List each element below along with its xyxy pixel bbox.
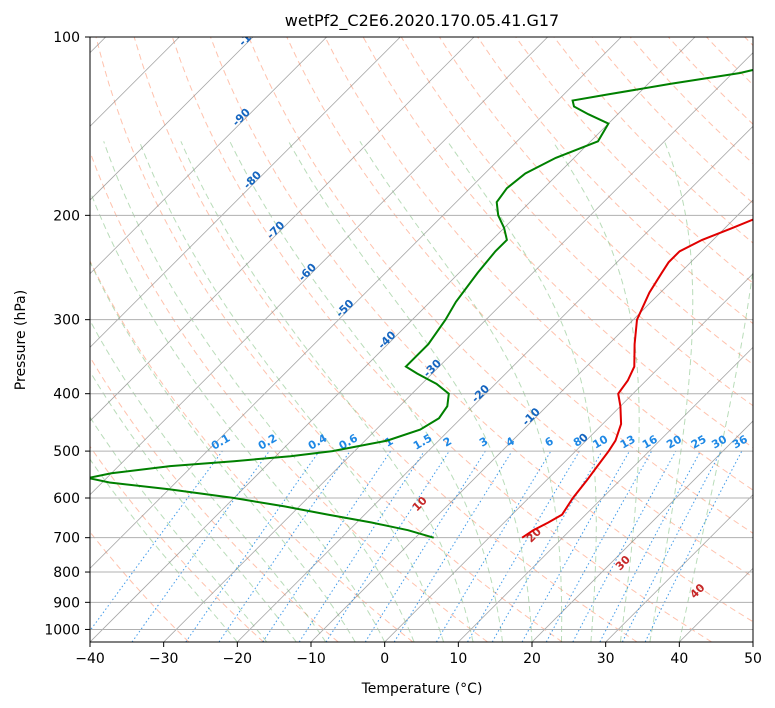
mixing-ratio-line bbox=[131, 450, 270, 642]
dewpoint-line bbox=[90, 68, 753, 539]
dry-adiabat-line bbox=[248, 37, 753, 578]
dry-adiabat-line bbox=[90, 445, 264, 642]
temperature-line bbox=[521, 218, 753, 539]
isotherm-line bbox=[237, 125, 753, 642]
dry-adiabat-line bbox=[286, 37, 753, 534]
isotherm-line bbox=[90, 37, 548, 496]
y-axis-title: Pressure (hPa) bbox=[13, 290, 29, 390]
isotherm-line bbox=[90, 37, 622, 569]
dry-adiabat-line bbox=[324, 37, 753, 491]
x-tick-label: 0 bbox=[380, 651, 389, 667]
mixing-ratio-line bbox=[644, 450, 743, 642]
x-tick-label: 50 bbox=[744, 651, 762, 667]
x-tick-label: 20 bbox=[523, 651, 541, 667]
mixing-ratio-line bbox=[545, 450, 653, 642]
plot-frame bbox=[89, 36, 754, 643]
dry-adiabat-line bbox=[90, 259, 414, 642]
y-axis: 100 200 300 400 500 600 700 800 900 1000 bbox=[44, 30, 90, 638]
y-tick-label: 800 bbox=[53, 565, 80, 581]
dry-adiabat-line bbox=[95, 37, 563, 642]
x-tick-label: −10 bbox=[296, 651, 326, 667]
mixing-ratio-line bbox=[521, 450, 630, 642]
dry-adiabat-line bbox=[90, 356, 339, 642]
x-tick-label: −30 bbox=[149, 651, 179, 667]
isotherm-line bbox=[310, 199, 753, 642]
mixing-ratio-line bbox=[262, 450, 392, 642]
isotherm-line bbox=[605, 494, 753, 642]
x-axis-title: Temperature (°C) bbox=[361, 681, 483, 697]
mixing-ratio-line bbox=[325, 450, 450, 642]
y-tick-label: 1000 bbox=[44, 622, 80, 638]
x-tick-label: 40 bbox=[670, 651, 688, 667]
x-tick-label: 10 bbox=[449, 651, 467, 667]
mixing-ratio-line bbox=[90, 450, 223, 632]
mixing-ratio-line bbox=[572, 450, 677, 642]
mixing-ratio-line bbox=[393, 450, 513, 642]
y-tick-label: 200 bbox=[53, 208, 80, 224]
y-tick-label: 900 bbox=[53, 595, 80, 611]
isotherm-line bbox=[90, 37, 254, 201]
isotherm-line bbox=[90, 37, 401, 348]
isotherm-line bbox=[531, 420, 753, 642]
sounding-profiles bbox=[90, 68, 753, 539]
y-tick-label: 100 bbox=[53, 30, 80, 46]
isotherm-line bbox=[384, 273, 753, 642]
x-tick-label: −20 bbox=[223, 651, 253, 667]
dry-adiabat-line bbox=[171, 37, 712, 642]
dry-adiabat-line bbox=[210, 37, 753, 623]
isotherm-line bbox=[90, 37, 327, 275]
dry-adiabat-line bbox=[515, 37, 753, 284]
isotherm-line bbox=[90, 37, 475, 422]
y-tick-label: 400 bbox=[53, 387, 80, 403]
y-tick-label: 700 bbox=[53, 531, 80, 547]
isotherm-line bbox=[90, 37, 696, 642]
mixing-ratio-line bbox=[185, 450, 320, 642]
mixing-ratio-line bbox=[298, 450, 425, 642]
y-tick-label: 600 bbox=[53, 491, 80, 507]
y-tick-label: 300 bbox=[53, 313, 80, 329]
isotherm-line bbox=[163, 52, 753, 642]
chart-title: wetPf2_C2E6.2020.170.05.41.G17 bbox=[285, 11, 559, 31]
x-tick-label: 30 bbox=[597, 651, 615, 667]
x-tick-label: −40 bbox=[75, 651, 105, 667]
isotherm-line bbox=[458, 346, 753, 642]
mixing-ratio-line bbox=[218, 450, 351, 642]
x-axis: −40 −30 −20 −10 0 10 20 30 40 50 bbox=[75, 642, 762, 667]
dry-adiabat-line bbox=[133, 37, 638, 642]
y-tick-label: 500 bbox=[53, 444, 80, 460]
isotherm-label: -100 bbox=[236, 20, 265, 49]
pressure-gridlines bbox=[90, 37, 753, 630]
